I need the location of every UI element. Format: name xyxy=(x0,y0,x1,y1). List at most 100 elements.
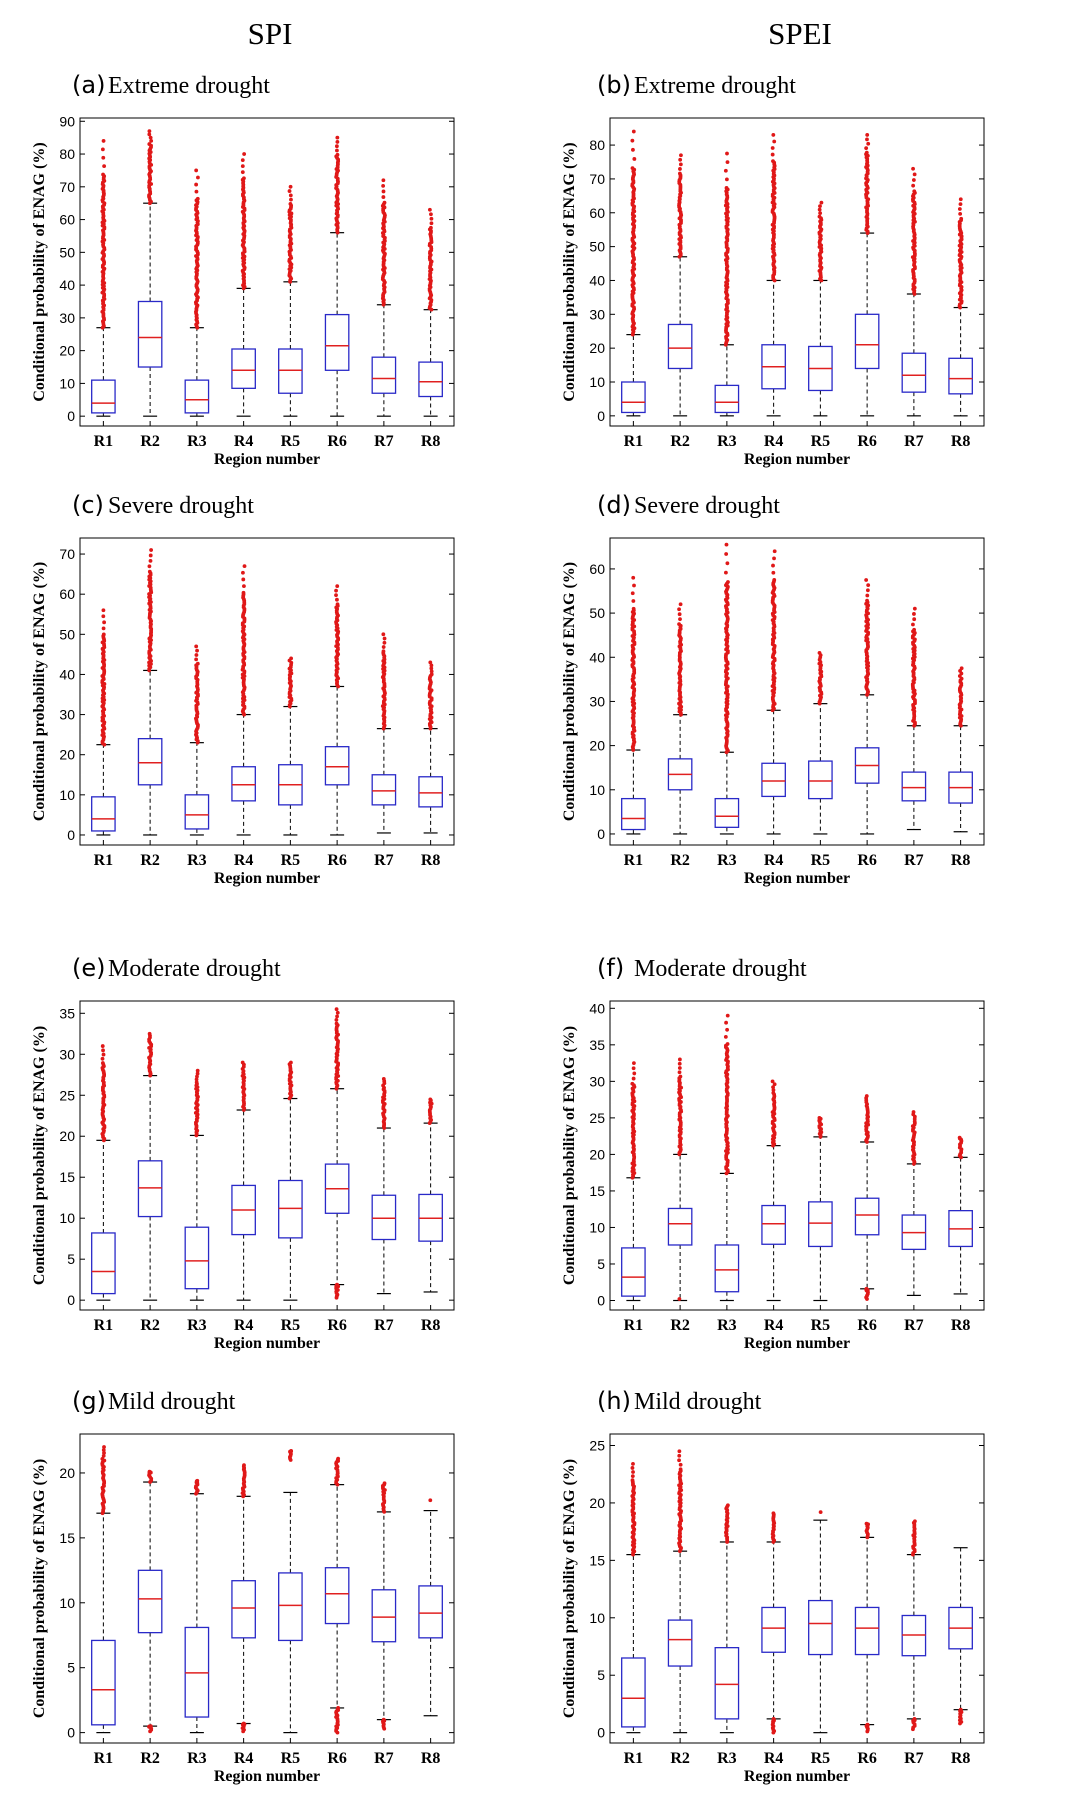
outlier-point-high xyxy=(147,1469,152,1474)
outlier-point-high xyxy=(958,202,963,207)
outlier-point-high xyxy=(865,133,870,137)
panel-f-xtick-label: R2 xyxy=(670,1317,690,1334)
outlier-point-high xyxy=(678,617,682,622)
panel-b-xlabel: Region number xyxy=(744,451,850,468)
panel-b-ytick-label: 50 xyxy=(589,239,605,255)
panel-e-ytick-label: 5 xyxy=(67,1251,75,1267)
panel-g-ytick-label: 0 xyxy=(67,1725,75,1741)
outlier-point-high xyxy=(771,1091,776,1095)
panel-e-heading: (e) Moderate drought xyxy=(72,954,281,982)
panel-g-ytick-label: 20 xyxy=(59,1465,75,1481)
iqr-box xyxy=(667,1619,693,1667)
panel-h-axes-frame xyxy=(609,1433,985,1744)
panel-b-plot: 0 10 20 30 40 50 60 70 80 R1 R2 R3 R4 R5 R6 R7 R8 Region … xyxy=(561,117,985,468)
panel-h-xtick-label: R1 xyxy=(624,1750,644,1767)
panel-h-xtick-label: R7 xyxy=(904,1750,924,1767)
outlier-point-high xyxy=(817,214,822,219)
panel-e-xtick-label: R1 xyxy=(94,1317,114,1334)
panel-e-box-r8 xyxy=(418,1097,443,1293)
panel-a-ytick-label: 20 xyxy=(59,343,75,359)
outlier-point-high xyxy=(865,598,869,603)
outlier-point-high xyxy=(195,1071,200,1076)
iqr-box xyxy=(371,1194,397,1241)
iqr-box xyxy=(324,313,350,371)
panel-c-box-r2 xyxy=(137,548,163,836)
outlier-point-high xyxy=(959,666,964,671)
panel-a-ytick-label: 90 xyxy=(59,113,75,129)
outlier-point-high xyxy=(632,1061,636,1065)
panel-b-box-r2 xyxy=(667,153,693,417)
panel-f-ytick-label: 30 xyxy=(589,1073,605,1089)
outlier-point-high xyxy=(912,612,916,616)
panel-c-ytick-label: 40 xyxy=(59,666,75,682)
outlier-point-high xyxy=(772,577,777,582)
iqr-box xyxy=(137,300,163,368)
panel-c-box-r8 xyxy=(418,660,443,834)
outlier-point-low xyxy=(912,1716,917,1721)
outlier-point-high xyxy=(334,1021,339,1026)
outlier-point-high xyxy=(382,1481,387,1486)
outlier-point-high xyxy=(335,602,340,607)
panel-c-xlabel: Region number xyxy=(214,870,320,887)
panel-c-letter: (c) xyxy=(72,491,104,519)
iqr-box xyxy=(761,1204,786,1245)
panel-d-ytick-label: 60 xyxy=(589,561,605,577)
outlier-point-high xyxy=(335,584,340,589)
outlier-point-high xyxy=(677,1458,681,1463)
outlier-point-high xyxy=(242,1463,246,1468)
outlier-point-high xyxy=(194,644,199,649)
panel-c-ytick-label: 50 xyxy=(59,626,75,642)
outlier-point-high xyxy=(770,1079,775,1084)
panel-b-axes-frame xyxy=(609,117,985,427)
iqr-box xyxy=(91,796,116,832)
iqr-box xyxy=(137,738,163,786)
outlier-point-low xyxy=(865,1722,870,1727)
panel-a-ytick-label: 30 xyxy=(59,310,75,326)
panel-h-xtick-label: R3 xyxy=(717,1750,737,1767)
outlier-point-high xyxy=(334,1018,339,1022)
panel-b-xtick-label: R1 xyxy=(624,433,644,450)
outlier-point-high xyxy=(335,1014,339,1019)
panel-c-box-r7 xyxy=(371,632,397,834)
panel-b-ytick-label: 10 xyxy=(589,374,605,390)
panel-d-title: Severe drought xyxy=(634,493,780,519)
panel-f-title: Moderate drought xyxy=(634,956,807,982)
panel-g-box-r6 xyxy=(324,1456,350,1735)
panel-b-heading: (b) Extreme drought xyxy=(597,71,796,99)
panel-h-box-r3 xyxy=(714,1503,740,1734)
panel-h-ytick-label: 15 xyxy=(589,1552,605,1568)
outlier-point-high xyxy=(335,597,339,602)
outlier-point-high xyxy=(865,137,869,142)
iqr-box xyxy=(91,1639,116,1726)
iqr-box xyxy=(901,352,927,393)
outlier-point-low xyxy=(241,1721,246,1726)
panel-f-ytick-label: 25 xyxy=(589,1110,605,1126)
outlier-point-high xyxy=(241,577,246,582)
panel-g-box-r4 xyxy=(231,1463,256,1734)
outlier-point-high xyxy=(911,178,916,182)
panel-e-xtick-label: R2 xyxy=(140,1317,160,1334)
iqr-box xyxy=(91,1232,116,1295)
outlier-point-high xyxy=(147,564,152,569)
panel-g-box-r1 xyxy=(91,1445,116,1734)
panel-c-ylabel: Conditional probability of ENAG (%) xyxy=(31,562,48,821)
panel-b-xtick-label: R4 xyxy=(764,433,784,450)
panel-h-xtick-label: R5 xyxy=(811,1750,831,1767)
panel-c-xtick-label: R5 xyxy=(281,852,301,869)
panel-a-title: Extreme drought xyxy=(108,73,270,99)
iqr-box xyxy=(418,1585,443,1639)
panel-f-xtick-label: R3 xyxy=(717,1317,737,1334)
outlier-point-high xyxy=(725,1013,730,1018)
outlier-point-high xyxy=(678,157,683,162)
panel-d-box-r5 xyxy=(808,650,833,835)
panel-g-plot: 0 5 10 15 20 R1 R2 R3 R4 R5 R6 R7 R8 Region number Con… xyxy=(31,1433,455,1785)
outlier-point-high xyxy=(100,1061,105,1065)
outlier-point-high xyxy=(101,632,106,637)
panel-b-xtick-label: R7 xyxy=(904,433,924,450)
iqr-box xyxy=(184,794,210,830)
panel-d-axes-frame xyxy=(609,537,985,846)
outlier-point-high xyxy=(147,569,152,574)
panel-a-ylabel: Conditional probability of ENAG (%) xyxy=(31,142,48,401)
outlier-point-high xyxy=(381,195,386,199)
panel-b-ytick-label: 40 xyxy=(589,272,605,288)
